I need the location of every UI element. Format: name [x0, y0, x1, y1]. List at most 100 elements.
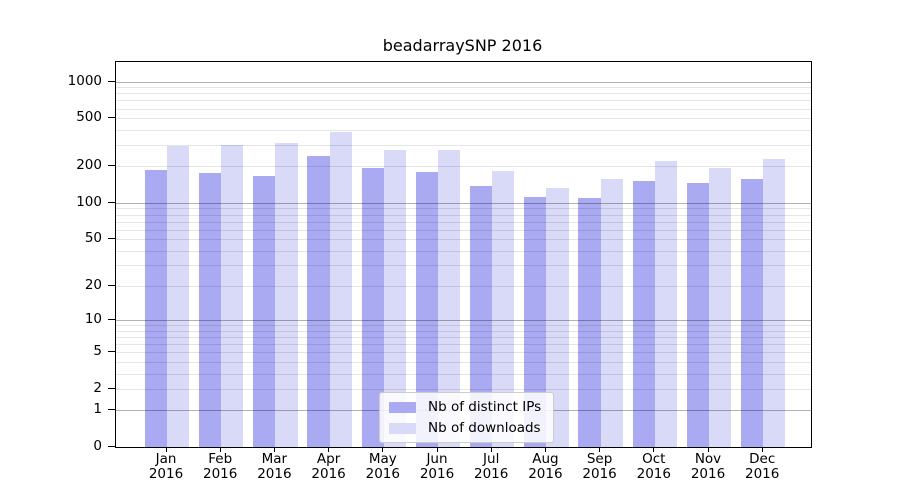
- bar-distinct-ips: [307, 155, 330, 447]
- y-tick-label: 5: [93, 343, 102, 360]
- y-tick-mark: [108, 409, 116, 411]
- gridline: [116, 202, 811, 204]
- bar-downloads: [763, 158, 786, 447]
- y-tick-label: 50: [84, 230, 102, 247]
- legend-item-distinct-ips: Nb of distinct IPs: [389, 399, 541, 415]
- y-tick-label: 10: [84, 311, 102, 328]
- gridline: [116, 352, 811, 354]
- x-tick-label: Aug 2016: [528, 451, 563, 482]
- gridline: [116, 229, 811, 231]
- gridline: [116, 214, 811, 216]
- x-tick-label: Jun 2016: [419, 451, 455, 482]
- y-tick-mark: [108, 80, 116, 82]
- gridline: [116, 344, 811, 346]
- x-tick-label: Mar 2016: [257, 451, 292, 482]
- x-tick-mark: [219, 447, 221, 452]
- x-tick-mark: [328, 447, 330, 452]
- bar-distinct-ips: [524, 197, 547, 447]
- bar-downloads: [438, 150, 461, 447]
- bar-downloads: [709, 167, 732, 447]
- x-tick-label: Sep 2016: [582, 451, 617, 482]
- gridline: [116, 166, 811, 168]
- bar-distinct-ips: [144, 170, 167, 447]
- bar-downloads: [492, 171, 515, 447]
- y-tick-label: 0: [93, 438, 102, 454]
- bar-distinct-ips: [740, 178, 764, 447]
- y-tick-mark: [108, 284, 116, 286]
- legend: Nb of distinct IPs Nb of downloads: [379, 392, 555, 443]
- gridline: [116, 285, 811, 287]
- bar-downloads: [275, 142, 298, 447]
- x-tick-mark: [707, 447, 709, 452]
- bar-distinct-ips: [632, 180, 655, 447]
- y-tick-mark: [108, 238, 116, 240]
- gridline: [116, 93, 811, 95]
- y-tick-mark: [108, 446, 116, 447]
- gridline: [116, 361, 811, 363]
- gridline: [116, 221, 811, 223]
- x-tick-label: Feb 2016: [203, 451, 238, 482]
- gridline: [116, 330, 811, 332]
- x-tick-mark: [544, 447, 546, 452]
- x-tick-label: Nov 2016: [690, 451, 726, 482]
- bar-downloads: [167, 146, 190, 447]
- gridline: [116, 239, 811, 241]
- gridline: [116, 337, 811, 338]
- gridline: [116, 208, 811, 210]
- y-tick-label: 100: [76, 193, 102, 210]
- x-tick-mark: [490, 447, 492, 452]
- x-tick-mark: [761, 447, 763, 452]
- y-tick-label: 20: [84, 276, 102, 293]
- gridline: [116, 81, 811, 83]
- x-tick-mark: [273, 447, 275, 452]
- x-tick-label: Jan 2016: [148, 451, 184, 482]
- y-tick-label: 1000: [67, 72, 102, 89]
- gridline: [116, 108, 811, 110]
- x-tick-label: Oct 2016: [636, 451, 671, 482]
- legend-item-downloads: Nb of downloads: [389, 420, 541, 436]
- gridline: [116, 100, 811, 102]
- x-tick-mark: [165, 447, 167, 452]
- bar-downloads: [221, 144, 244, 447]
- x-tick-mark: [599, 447, 601, 452]
- y-tick-mark: [108, 387, 116, 389]
- legend-label-distinct-ips: Nb of distinct IPs: [428, 399, 542, 415]
- bar-distinct-ips: [198, 172, 222, 447]
- gridline: [116, 87, 811, 89]
- y-tick-mark: [108, 117, 116, 119]
- x-tick-mark: [382, 447, 384, 452]
- gridline: [116, 388, 811, 390]
- y-tick-mark: [108, 351, 116, 353]
- y-tick-mark: [108, 165, 116, 167]
- gridline: [116, 265, 811, 267]
- bar-downloads: [329, 132, 352, 447]
- gridline: [116, 373, 811, 375]
- y-tick-label: 500: [76, 109, 102, 126]
- gridline: [116, 320, 811, 322]
- y-tick-label: 200: [76, 157, 102, 174]
- legend-label-downloads: Nb of downloads: [428, 420, 541, 436]
- x-tick-mark: [653, 447, 655, 452]
- gridline: [116, 325, 811, 327]
- y-tick-mark: [108, 319, 116, 321]
- gridline: [116, 145, 811, 147]
- y-tick-mark: [108, 201, 116, 203]
- bar-distinct-ips: [361, 167, 384, 447]
- bar-distinct-ips: [253, 175, 276, 447]
- bar-distinct-ips: [578, 197, 601, 447]
- gridline: [116, 129, 811, 131]
- bar-distinct-ips: [686, 183, 709, 447]
- plot-area: Nb of distinct IPs Nb of downloads: [115, 61, 812, 448]
- y-tick-label: 1: [93, 401, 102, 418]
- x-tick-label: May 2016: [365, 451, 400, 482]
- x-tick-mark: [436, 447, 438, 452]
- bar-downloads: [383, 150, 407, 447]
- gridline: [116, 118, 811, 120]
- chart-title: beadarraySNP 2016: [382, 36, 543, 55]
- bar-downloads: [654, 160, 678, 447]
- bar-distinct-ips: [469, 185, 493, 447]
- legend-swatch-distinct-ips: [389, 401, 416, 413]
- y-tick-label: 2: [93, 379, 102, 396]
- gridline: [116, 250, 811, 252]
